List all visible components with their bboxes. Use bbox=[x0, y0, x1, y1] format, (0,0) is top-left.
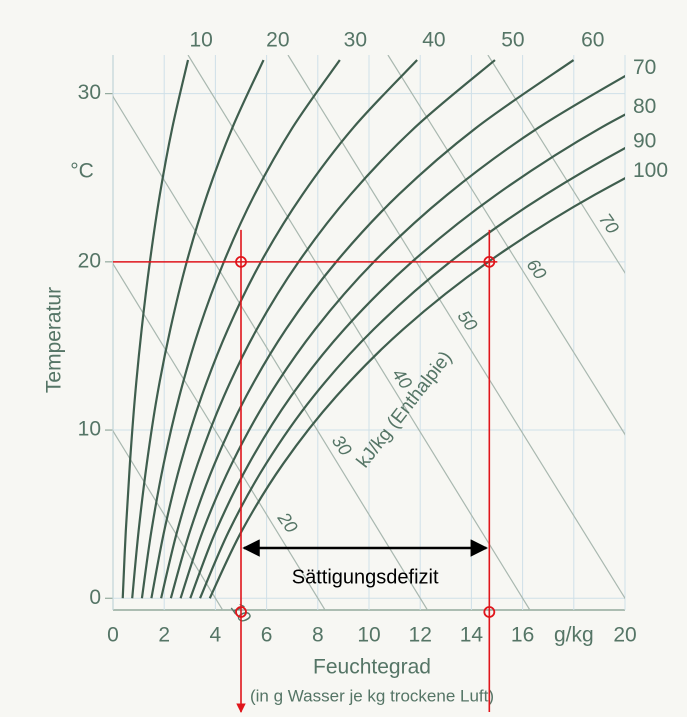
curve-label: 80 bbox=[633, 95, 656, 118]
y-axis-label: Temperatur bbox=[43, 287, 66, 393]
humidity-curve bbox=[179, 74, 625, 599]
y-tick-label: 10 bbox=[78, 418, 101, 441]
y-axis-unit: °C bbox=[70, 160, 94, 183]
annotation-point bbox=[483, 255, 496, 268]
x-tick-label: 2 bbox=[158, 624, 170, 647]
annotation-point bbox=[235, 255, 247, 268]
enthalpy-line bbox=[113, 95, 428, 610]
x-tick-label: g/kg bbox=[554, 624, 594, 647]
x-tick-label: 12 bbox=[409, 624, 432, 647]
x-tick-label: 16 bbox=[511, 624, 534, 647]
curve-label: 30 bbox=[344, 29, 367, 52]
curve-label: 90 bbox=[633, 129, 656, 152]
x-tick-label: 6 bbox=[261, 624, 273, 647]
annotation-point bbox=[235, 606, 247, 618]
humidity-curve bbox=[208, 176, 625, 599]
x-tick-label: 8 bbox=[312, 624, 324, 647]
humidity-curve bbox=[131, 59, 265, 599]
x-axis-sublabel: (in g Wasser je kg trockene Luft) bbox=[250, 686, 494, 705]
curve-label: 60 bbox=[581, 29, 604, 52]
annotation-point bbox=[483, 606, 496, 618]
enthalpy-line bbox=[287, 55, 625, 600]
humidity-curve bbox=[140, 59, 341, 599]
y-tick-label: 20 bbox=[78, 249, 101, 272]
curve-label: 50 bbox=[501, 29, 524, 52]
humidity-curves bbox=[121, 59, 625, 599]
y-tick-label: 30 bbox=[78, 81, 101, 104]
x-tick-label: 4 bbox=[210, 624, 222, 647]
x-tick-label: 0 bbox=[107, 624, 119, 647]
x-tick-label: 10 bbox=[357, 624, 380, 647]
humidity-curve bbox=[199, 146, 625, 599]
y-tick-label: 0 bbox=[89, 586, 101, 609]
grid bbox=[105, 55, 626, 611]
curve-label: 100 bbox=[633, 159, 668, 182]
x-tick-label: 20 bbox=[613, 624, 636, 647]
curve-label: 10 bbox=[189, 29, 212, 52]
curve-label: 40 bbox=[422, 29, 445, 52]
humidity-curve bbox=[169, 59, 575, 599]
x-axis-label: Feuchtegrad bbox=[313, 656, 431, 679]
curve-label: 70 bbox=[633, 56, 656, 79]
humidity-curve bbox=[189, 113, 625, 599]
humidity-curve bbox=[160, 59, 496, 599]
humidity-curve bbox=[150, 59, 418, 599]
enthalpy-line bbox=[387, 55, 625, 436]
enthalpy-line bbox=[487, 55, 625, 275]
humidity-curve bbox=[121, 59, 190, 599]
annotation: Sättigungsdefizit bbox=[113, 229, 498, 713]
curve-label: 20 bbox=[266, 29, 289, 52]
enthalpy-line bbox=[187, 55, 531, 610]
x-tick-label: 14 bbox=[460, 624, 484, 647]
deficit-label: Sättigungsdefizit bbox=[292, 566, 439, 588]
